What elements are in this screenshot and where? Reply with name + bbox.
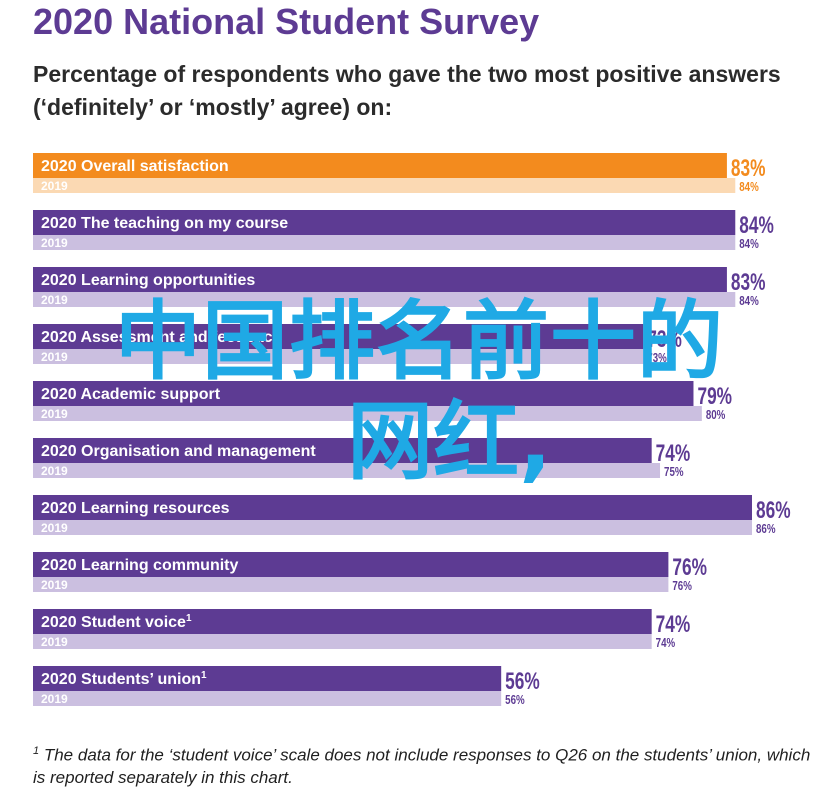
value-label-2019: 80% — [706, 409, 726, 423]
value-label-2019: 73% — [647, 352, 667, 366]
year-2019-label: 2019 — [41, 179, 68, 193]
chart-title: 2020 National Student Survey — [33, 1, 540, 42]
value-label-2020: 86% — [756, 497, 791, 523]
value-label-2019: 75% — [664, 466, 684, 480]
footnote-marker: 1 — [33, 745, 40, 757]
value-label-2019: 74% — [656, 637, 676, 651]
value-label-2020: 83% — [731, 269, 766, 295]
bar-2019 — [33, 577, 669, 592]
year-2019-label: 2019 — [41, 635, 68, 649]
bar-2019 — [33, 349, 644, 364]
year-2019-label: 2019 — [41, 236, 68, 250]
footnote: 1 The data for the ‘student voice’ scale… — [33, 740, 813, 789]
bar-2019 — [33, 235, 736, 250]
bar-2019 — [33, 520, 752, 535]
category-label: 2020 Organisation and management — [41, 443, 316, 460]
year-2019-label: 2019 — [41, 407, 68, 421]
bar-2019 — [33, 406, 702, 421]
value-label-2020: 74% — [656, 611, 691, 637]
category-label: 2020 Learning opportunities — [41, 272, 255, 289]
year-2019-label: 2019 — [41, 692, 68, 706]
footnote-text: The data for the ‘student voice’ scale d… — [33, 745, 811, 787]
value-label-2019: 84% — [739, 295, 759, 309]
value-label-2020: 56% — [505, 668, 540, 694]
category-label: 2020 Assessment and feedback — [41, 329, 282, 346]
year-2019-label: 2019 — [41, 350, 68, 364]
bar-2020 — [33, 267, 727, 292]
category-label: 2020 Student voice1 — [41, 613, 192, 631]
year-2019-label: 2019 — [41, 521, 68, 535]
bar-2019 — [33, 634, 652, 649]
year-2019-label: 2019 — [41, 578, 68, 592]
value-label-2020: 74% — [656, 440, 691, 466]
value-label-2020: 84% — [739, 212, 774, 238]
bar-2019 — [33, 292, 736, 307]
category-label: 2020 Academic support — [41, 386, 221, 403]
bar-2019 — [33, 691, 502, 706]
bar-2020 — [33, 381, 694, 406]
bar-2020 — [33, 666, 502, 691]
bar-2019 — [33, 178, 736, 193]
value-label-2019: 76% — [672, 580, 692, 594]
bar-2020 — [33, 324, 644, 349]
category-label: 2020 Learning resources — [41, 500, 230, 517]
value-label-2020: 79% — [697, 383, 732, 409]
bar-2019 — [33, 463, 661, 478]
category-label: 2020 The teaching on my course — [41, 215, 288, 232]
category-label: 2020 Overall satisfaction — [41, 158, 229, 175]
value-label-2019: 84% — [739, 181, 759, 195]
bar-2020 — [33, 438, 652, 463]
bar-2020 — [33, 609, 652, 634]
bar-2020 — [33, 552, 669, 577]
value-label-2020: 73% — [647, 326, 682, 352]
value-label-2019: 56% — [505, 694, 525, 708]
bar-2020 — [33, 153, 727, 178]
year-2019-label: 2019 — [41, 293, 68, 307]
bar-2020 — [33, 495, 752, 520]
category-label: 2020 Students’ union1 — [41, 670, 207, 688]
bar-2020 — [33, 210, 736, 235]
chart-subtitle: Percentage of respondents who gave the t… — [33, 61, 781, 120]
year-2019-label: 2019 — [41, 464, 68, 478]
value-label-2019: 84% — [739, 238, 759, 252]
category-label: 2020 Learning community — [41, 557, 238, 574]
value-label-2020: 83% — [731, 155, 766, 181]
value-label-2019: 86% — [756, 523, 776, 537]
value-label-2020: 76% — [672, 554, 707, 580]
